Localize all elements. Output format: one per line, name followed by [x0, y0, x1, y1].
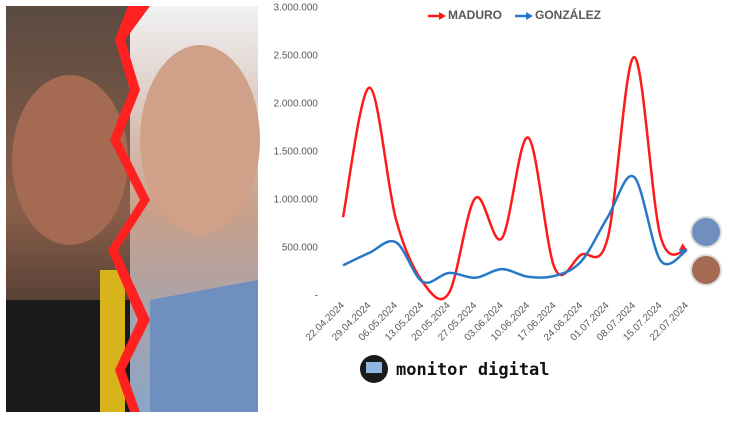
line-arrow: [679, 248, 687, 257]
legend-label: GONZÁLEZ: [535, 7, 601, 22]
legend-label: MADURO: [448, 8, 502, 22]
y-tick-label: 2.500.000: [274, 51, 319, 62]
candidate-icon: [690, 216, 722, 248]
y-tick-label: 2.000.000: [274, 99, 319, 110]
series-line: [341, 55, 688, 301]
logo: monitor digital: [360, 355, 550, 383]
series-line: [342, 174, 688, 284]
y-tick-label: 3.000.000: [274, 3, 319, 14]
y-tick-label: -: [315, 291, 318, 302]
plot-area: - 500.000 1.000.000 1.500.000 2.000.000 2.500…: [274, 3, 722, 343]
legend-arrow: [526, 12, 533, 20]
line-arrow: [679, 243, 687, 251]
photo: [6, 6, 260, 412]
candidate-icon: [690, 254, 722, 286]
y-tick-label: 1.000.000: [274, 195, 319, 206]
y-tick-label: 500.000: [282, 243, 319, 254]
y-tick-label: 1.500.000: [274, 147, 319, 158]
legend-arrow: [439, 12, 446, 20]
logo-text: monitor digital: [396, 360, 550, 380]
